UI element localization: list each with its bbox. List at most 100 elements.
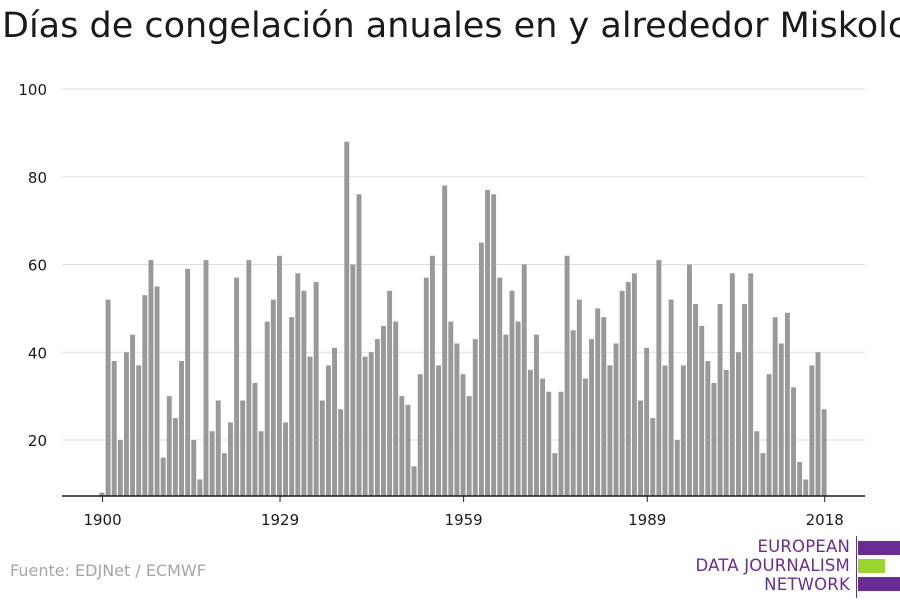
bar-1956[interactable] — [442, 185, 448, 496]
bar-1906[interactable] — [136, 365, 142, 496]
bar-1955[interactable] — [436, 365, 442, 496]
bar-2002[interactable] — [723, 369, 729, 496]
bar-1910[interactable] — [160, 457, 166, 496]
bar-1902[interactable] — [111, 361, 117, 496]
bar-2018[interactable] — [821, 409, 827, 496]
bar-1943[interactable] — [362, 356, 368, 496]
bar-2005[interactable] — [742, 303, 748, 496]
bar-1952[interactable] — [417, 374, 423, 496]
bar-2015[interactable] — [803, 479, 809, 496]
bar-1915[interactable] — [191, 440, 197, 496]
bar-1999[interactable] — [705, 361, 711, 496]
bar-2016[interactable] — [809, 365, 815, 496]
bar-1951[interactable] — [411, 466, 417, 496]
bar-1966[interactable] — [503, 334, 509, 496]
bar-2014[interactable] — [797, 461, 803, 496]
bar-1978[interactable] — [576, 299, 582, 496]
bar-1946[interactable] — [381, 325, 386, 496]
bar-1938[interactable] — [332, 347, 337, 496]
bar-1984[interactable] — [613, 343, 619, 496]
bar-1997[interactable] — [693, 303, 699, 496]
bar-1960[interactable] — [466, 396, 472, 496]
bar-1992[interactable] — [662, 365, 668, 496]
bar-1994[interactable] — [674, 440, 680, 496]
bar-1918[interactable] — [209, 431, 215, 496]
bar-1954[interactable] — [429, 255, 435, 496]
bar-1922[interactable] — [234, 277, 240, 496]
bar-1982[interactable] — [601, 317, 607, 496]
bar-1957[interactable] — [448, 321, 454, 496]
bar-1917[interactable] — [203, 260, 209, 496]
bar-1911[interactable] — [166, 396, 172, 496]
bar-1968[interactable] — [515, 321, 521, 496]
bar-1944[interactable] — [368, 352, 374, 496]
bar-1987[interactable] — [631, 273, 637, 496]
bar-1900[interactable] — [99, 492, 105, 496]
bar-1990[interactable] — [650, 418, 656, 496]
bar-1989[interactable] — [644, 347, 650, 496]
bar-2008[interactable] — [760, 453, 766, 496]
bar-1936[interactable] — [319, 400, 325, 496]
bar-1970[interactable] — [527, 369, 533, 496]
bar-1934[interactable] — [307, 356, 313, 496]
bar-1929[interactable] — [276, 255, 282, 496]
bar-1988[interactable] — [638, 400, 643, 496]
bar-1935[interactable] — [313, 282, 319, 496]
bar-2001[interactable] — [717, 303, 723, 496]
bar-1923[interactable] — [240, 400, 246, 496]
bar-1907[interactable] — [142, 295, 148, 496]
bar-2009[interactable] — [766, 374, 772, 496]
bar-1998[interactable] — [699, 325, 705, 496]
bar-1924[interactable] — [246, 260, 252, 496]
bar-1931[interactable] — [289, 317, 295, 496]
bar-1980[interactable] — [589, 339, 595, 496]
bar-2000[interactable] — [711, 382, 717, 496]
bar-1908[interactable] — [148, 260, 154, 496]
bar-1976[interactable] — [564, 255, 570, 496]
bar-1961[interactable] — [472, 339, 478, 496]
bar-2003[interactable] — [729, 273, 735, 496]
bar-1965[interactable] — [497, 277, 503, 496]
bar-1963[interactable] — [485, 189, 490, 496]
bar-2004[interactable] — [735, 352, 741, 496]
bar-1948[interactable] — [393, 321, 399, 496]
bar-1975[interactable] — [558, 391, 564, 496]
bar-1941[interactable] — [350, 264, 356, 497]
bar-1930[interactable] — [283, 422, 289, 496]
bar-1932[interactable] — [295, 273, 301, 496]
bar-1903[interactable] — [117, 440, 123, 496]
bar-1904[interactable] — [123, 352, 129, 496]
bar-1993[interactable] — [668, 299, 674, 496]
bar-1964[interactable] — [491, 194, 497, 497]
bar-1926[interactable] — [258, 431, 264, 496]
bar-1979[interactable] — [582, 378, 588, 496]
bar-1901[interactable] — [105, 299, 111, 496]
bar-1909[interactable] — [154, 286, 160, 496]
bar-1916[interactable] — [197, 479, 203, 496]
bar-2011[interactable] — [778, 343, 784, 496]
bar-1959[interactable] — [460, 374, 466, 496]
bar-2010[interactable] — [772, 317, 778, 496]
bar-1940[interactable] — [344, 141, 350, 496]
bar-1919[interactable] — [215, 400, 221, 496]
bar-1977[interactable] — [570, 330, 576, 496]
bar-1920[interactable] — [221, 453, 227, 496]
bar-1921[interactable] — [228, 422, 233, 496]
bar-2007[interactable] — [754, 431, 760, 496]
bar-1969[interactable] — [521, 264, 527, 497]
bar-2012[interactable] — [784, 312, 790, 496]
bar-1995[interactable] — [680, 365, 686, 496]
bar-1925[interactable] — [252, 382, 258, 496]
bar-1914[interactable] — [185, 268, 191, 496]
bar-1981[interactable] — [595, 308, 601, 496]
bar-1962[interactable] — [478, 242, 484, 496]
bar-1972[interactable] — [540, 378, 546, 496]
bar-1950[interactable] — [405, 404, 411, 496]
bar-1967[interactable] — [509, 290, 515, 496]
bar-2017[interactable] — [815, 352, 821, 496]
bar-1958[interactable] — [454, 343, 460, 496]
bar-1991[interactable] — [656, 260, 662, 496]
bar-1913[interactable] — [179, 361, 184, 496]
bar-1971[interactable] — [534, 334, 539, 496]
bar-1912[interactable] — [172, 418, 178, 496]
